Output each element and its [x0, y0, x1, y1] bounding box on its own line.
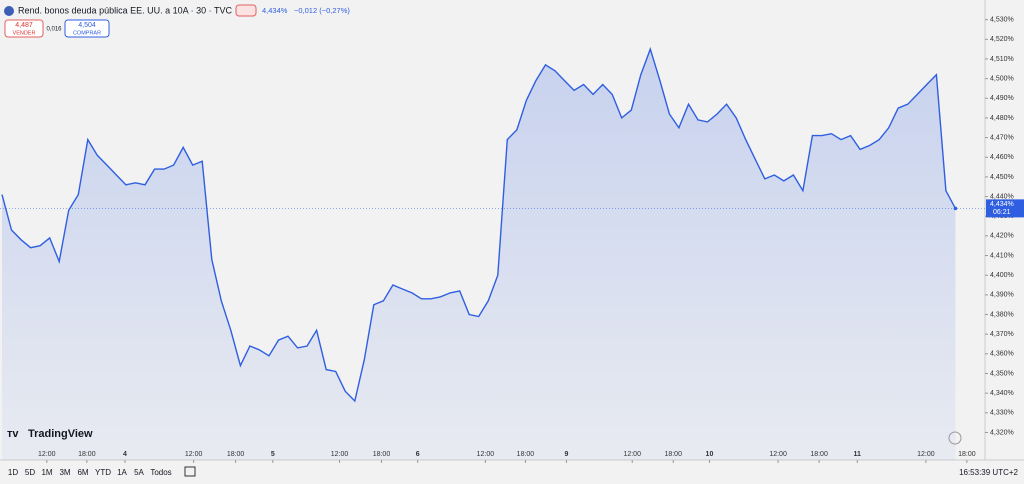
x-tick-label: 12:00 — [38, 451, 56, 458]
x-tick-label: 18:00 — [958, 451, 976, 458]
range-button[interactable]: 5A — [134, 468, 144, 477]
x-tick-label: 12:00 — [185, 451, 203, 458]
date-range-icon[interactable] — [184, 466, 196, 477]
last-price: 4,434% — [262, 6, 288, 15]
flag-icon — [4, 6, 14, 16]
y-tick-label: 4,420% — [990, 233, 1014, 240]
y-tick-label: 4,350% — [990, 370, 1014, 377]
clock: 16:53:39 UTC+2 — [959, 468, 1018, 477]
y-tick-label: 4,360% — [990, 351, 1014, 358]
y-tick-label: 4,500% — [990, 75, 1014, 82]
area-fill — [2, 49, 956, 460]
logo-mark: ᴛᴠ — [7, 428, 19, 440]
y-tick-label: 4,330% — [990, 410, 1014, 417]
y-tick-label: 4,320% — [990, 429, 1014, 436]
range-button[interactable]: 5D — [25, 468, 35, 477]
x-tick-label: 12:00 — [917, 451, 935, 458]
x-tick-label: 18:00 — [664, 451, 682, 458]
range-button[interactable]: 1D — [8, 468, 18, 477]
price-tag-value: 4,434% — [990, 201, 1014, 208]
y-tick-label: 4,460% — [990, 154, 1014, 161]
x-tick-label: 18:00 — [227, 451, 245, 458]
buy-label: COMPRAR — [73, 30, 101, 36]
y-tick-label: 4,520% — [990, 36, 1014, 43]
y-tick-label: 4,380% — [990, 311, 1014, 318]
x-tick-label: 6 — [416, 451, 420, 458]
market-status — [235, 4, 257, 17]
y-tick-label: 4,400% — [990, 272, 1014, 279]
logo: TradingView — [28, 428, 93, 440]
range-bar: 1D 5D 1M 3M 6M YTD 1A 5A Todos — [8, 468, 172, 477]
range-button[interactable]: 3M — [59, 468, 70, 477]
y-tick-label: 4,470% — [990, 134, 1014, 141]
y-tick-label: 4,510% — [990, 56, 1014, 63]
x-tick-label: 12:00 — [477, 451, 495, 458]
price-tag-countdown: 06:21 — [993, 209, 1011, 216]
jump-button[interactable] — [948, 431, 962, 445]
buy-button[interactable] — [64, 19, 110, 38]
y-tick-label: 4,490% — [990, 95, 1014, 102]
range-button[interactable]: YTD — [95, 468, 111, 477]
range-button[interactable]: Todos — [150, 468, 171, 477]
symbol-title: Rend. bonos deuda pública EE. UU. a 10A … — [18, 5, 232, 15]
spread: 0,016 — [46, 27, 62, 33]
range-button[interactable]: 1M — [41, 468, 52, 477]
x-tick-label: 18:00 — [78, 451, 96, 458]
range-button[interactable]: 6M — [77, 468, 88, 477]
x-tick-label: 18:00 — [373, 451, 391, 458]
change: −0,012 (−0,27%) — [294, 6, 350, 15]
y-tick-label: 4,390% — [990, 292, 1014, 299]
x-tick-label: 12:00 — [623, 451, 641, 458]
last-point — [953, 206, 958, 211]
y-tick-label: 4,410% — [990, 252, 1014, 259]
x-tick-label: 4 — [123, 451, 127, 458]
y-tick-label: 4,450% — [990, 174, 1014, 181]
plot — [0, 46, 985, 460]
y-tick-label: 4,370% — [990, 331, 1014, 338]
range-button[interactable]: 1A — [117, 468, 127, 477]
y-tick-label: 4,440% — [990, 193, 1014, 200]
buy-price: 4,504 — [78, 22, 96, 29]
sell-label: VENDER — [13, 30, 36, 36]
y-tick-label: 4,530% — [990, 17, 1014, 24]
x-tick-label: 11 — [854, 451, 862, 458]
x-tick-label: 9 — [564, 451, 568, 458]
x-tick-label: 5 — [271, 451, 275, 458]
x-tick-label: 18:00 — [517, 451, 535, 458]
x-tick-label: 10 — [706, 451, 714, 458]
sell-button[interactable] — [4, 19, 44, 38]
price-tag — [986, 199, 1024, 218]
x-tick-label: 18:00 — [810, 451, 828, 458]
sell-price: 4,487 — [15, 22, 33, 29]
y-tick-label: 4,480% — [990, 115, 1014, 122]
price-line — [1, 46, 957, 403]
y-tick-label: 4,340% — [990, 390, 1014, 397]
x-tick-label: 12:00 — [331, 451, 349, 458]
x-tick-label: 12:00 — [769, 451, 787, 458]
